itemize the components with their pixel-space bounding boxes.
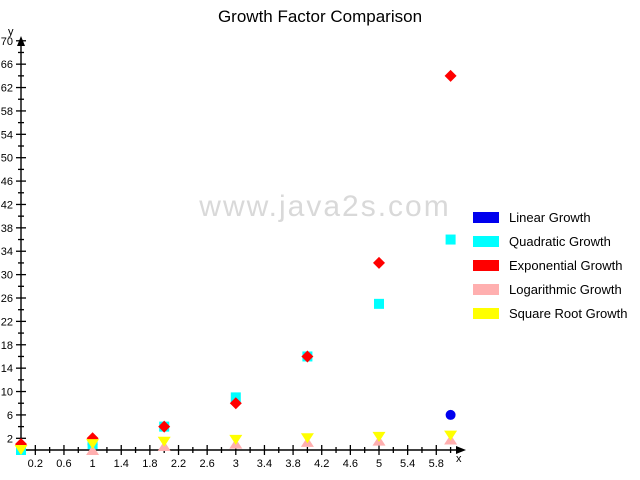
x-tick-label: 1: [90, 458, 96, 470]
chart-title: Growth Factor Comparison: [217, 7, 423, 26]
y-tick-label: 70: [1, 36, 13, 48]
y-axis-label: y: [8, 26, 14, 38]
data-point-diamond: [158, 420, 171, 433]
data-point-triangle-down: [14, 445, 28, 455]
y-tick-label: 26: [1, 293, 13, 305]
legend-item: Logarithmic Growth: [473, 282, 628, 297]
y-tick-label: 22: [1, 316, 13, 328]
x-tick-label: 2.2: [171, 458, 186, 470]
x-tick-label: 0.6: [56, 458, 71, 470]
legend-label: Exponential Growth: [509, 258, 623, 273]
y-tick-label: 30: [1, 270, 13, 282]
data-point-triangle-down: [300, 433, 314, 444]
y-tick-label: 54: [1, 129, 13, 141]
x-tick-label: 2.6: [200, 458, 215, 470]
legend-swatch: [473, 260, 499, 271]
y-tick-label: 50: [1, 153, 13, 165]
y-tick-label: 58: [1, 106, 13, 118]
x-tick-label: 1.4: [114, 458, 129, 470]
y-tick-label: 42: [1, 199, 13, 211]
data-point-square: [374, 298, 384, 309]
watermark: www.java2s.com: [199, 190, 451, 223]
legend: Linear Growth Quadratic Growth Exponential…: [473, 210, 628, 332]
data-point-diamond: [373, 256, 385, 269]
y-tick-label: 14: [1, 363, 13, 375]
y-tick-label: 38: [1, 223, 13, 235]
x-tick-label: 0.2: [28, 458, 43, 470]
data-point-diamond: [229, 397, 242, 410]
x-tick-label: 3: [233, 458, 239, 470]
legend-item: Square Root Growth: [473, 306, 628, 321]
legend-item: Linear Growth: [473, 210, 628, 225]
x-tick-label: 3.8: [285, 458, 300, 470]
x-tick-label: 3.4: [257, 458, 272, 470]
y-tick-label: 46: [1, 176, 13, 188]
legend-label: Linear Growth: [509, 210, 591, 225]
data-point-triangle-up: [86, 445, 100, 455]
x-tick-label: 5.8: [429, 458, 444, 470]
data-point-triangle-down: [229, 434, 243, 445]
x-tick-label: 4.2: [314, 458, 329, 470]
y-tick-label: 18: [1, 340, 13, 352]
x-tick-label: 4.6: [343, 458, 358, 470]
data-point-square: [445, 234, 456, 245]
y-tick-label: 34: [1, 246, 13, 258]
x-tick-label: 5: [376, 458, 382, 470]
y-tick-label: 66: [1, 59, 13, 71]
x-tick-label: 5.4: [400, 458, 415, 470]
data-point-circle: [445, 409, 456, 420]
data-point-triangle-down: [157, 436, 171, 447]
legend-item: Exponential Growth: [473, 258, 628, 273]
data-point-triangle-down: [86, 439, 100, 450]
x-axis-label: x: [456, 453, 462, 465]
data-point-triangle-down: [444, 430, 458, 441]
y-tick-label: 2: [7, 433, 13, 445]
y-tick-label: 10: [1, 387, 13, 399]
legend-swatch: [473, 236, 499, 247]
legend-label: Square Root Growth: [509, 306, 628, 321]
y-tick-label: 6: [7, 410, 13, 422]
legend-label: Logarithmic Growth: [509, 282, 622, 297]
legend-item: Quadratic Growth: [473, 234, 628, 249]
y-tick-label: 62: [1, 83, 13, 95]
data-point-diamond: [444, 69, 457, 82]
x-axis-arrow-icon: [456, 446, 466, 454]
legend-swatch: [473, 212, 499, 223]
legend-label: Quadratic Growth: [509, 234, 611, 249]
data-point-diamond: [301, 350, 314, 363]
legend-swatch: [473, 308, 499, 319]
x-tick-label: 1.8: [142, 458, 157, 470]
legend-swatch: [473, 284, 499, 295]
data-point-triangle-down: [372, 431, 386, 442]
